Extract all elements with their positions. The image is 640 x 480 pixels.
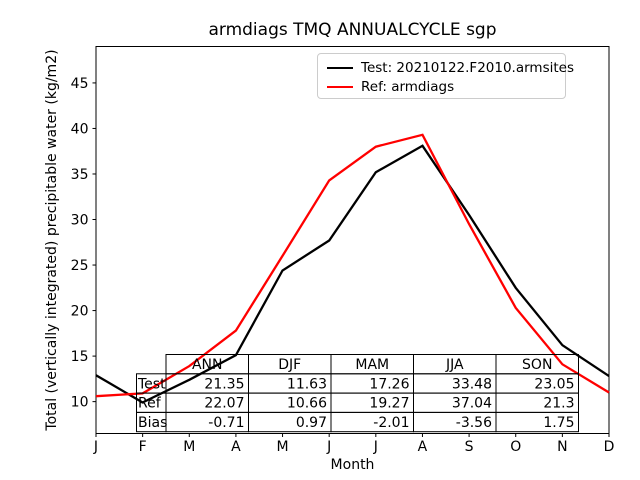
legend-entry-test: Test: 20210122.F2010.armsites: [318, 58, 574, 77]
table-cell-value: 23.05: [534, 376, 574, 392]
table-cell-value: -3.56: [456, 415, 492, 431]
legend-entry-ref: Ref: armdiags: [318, 77, 565, 96]
x-tick-label: S: [465, 439, 474, 455]
x-tick-label: A: [231, 439, 241, 455]
x-tick-label: J: [373, 439, 378, 455]
table-row-label: Test: [137, 376, 166, 392]
table-cell-value: 33.48: [452, 376, 492, 392]
table-header-label: DJF: [278, 357, 301, 373]
table-cell-value: 11.63: [287, 376, 327, 392]
legend-label-test: Test: 20210122.F2010.armsites: [361, 59, 574, 76]
axes-frame: [95, 46, 610, 434]
table-cell-value: 21.3: [543, 396, 574, 412]
x-tick-label: D: [604, 439, 615, 455]
x-tick-label: M: [183, 439, 195, 455]
table-cell: [495, 411, 579, 433]
legend: Test: 20210122.F2010.armsites Ref: armdi…: [317, 53, 574, 99]
test-line-sample: [327, 66, 353, 69]
table-cell-value: 37.04: [452, 396, 492, 412]
y-tick-label: 35: [71, 167, 89, 183]
y-tick-label: 15: [71, 349, 89, 365]
test-line: [95, 144, 610, 404]
x-axis-label: Month: [330, 457, 375, 473]
table-cell-value: -2.01: [373, 415, 409, 431]
x-tick-label: J: [93, 439, 98, 455]
x-tick-label: J: [326, 439, 331, 455]
y-tick-label: 10: [71, 395, 89, 411]
table-cell-value: 19.27: [369, 396, 409, 412]
ref-line-sample: [327, 85, 353, 88]
table-row-label: Ref: [138, 396, 162, 412]
table-header-label: ANN: [192, 357, 223, 373]
table-cell-value: 10.66: [287, 396, 327, 412]
table-cell-value: 1.75: [543, 415, 574, 431]
x-tick-label: F: [139, 439, 147, 455]
y-axis-label: Total (vertically integrated) precipitab…: [44, 49, 60, 431]
table-cell-value: -0.71: [208, 415, 244, 431]
y-tick-label: 40: [71, 121, 89, 137]
table-header-label: JJA: [445, 357, 464, 373]
chart-title: armdiags TMQ ANNUALCYCLE sgp: [208, 20, 497, 40]
table-cell-value: 21.35: [204, 376, 244, 392]
legend-label-ref: Ref: armdiags: [361, 78, 455, 95]
table-header-label: SON: [522, 357, 552, 373]
x-tick-label: A: [418, 439, 428, 455]
table-row-label: Bias: [138, 415, 167, 431]
y-tick-label: 45: [71, 76, 89, 92]
y-tick-label: 25: [71, 258, 89, 274]
ref-line: [95, 133, 610, 398]
table-header-label: MAM: [355, 357, 389, 373]
y-tick-label: 30: [71, 213, 89, 229]
table-cell-value: 17.26: [369, 376, 409, 392]
table-cell-value: 0.97: [296, 415, 327, 431]
y-tick-label: 20: [71, 304, 89, 320]
table-cell-value: 22.07: [204, 396, 244, 412]
x-tick-label: M: [276, 439, 288, 455]
x-tick-label: N: [557, 439, 567, 455]
x-tick-label: O: [510, 439, 521, 455]
